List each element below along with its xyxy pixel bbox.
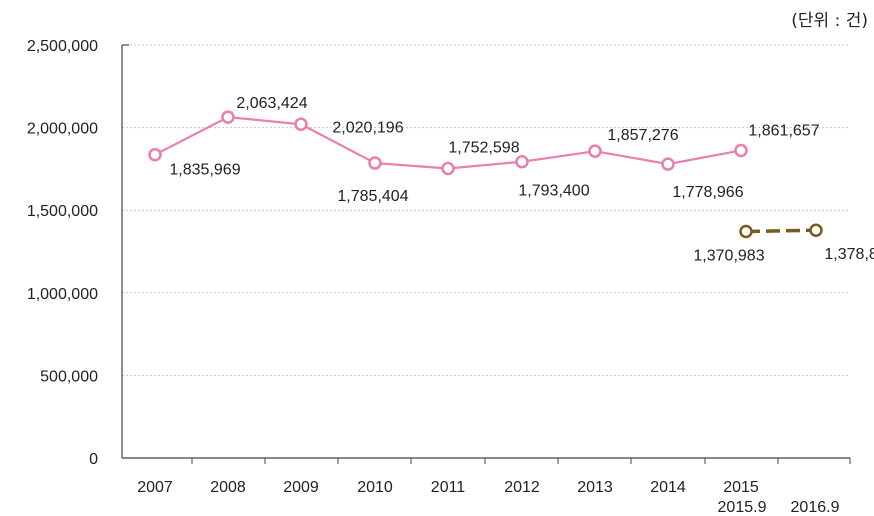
- data-point: [809, 223, 823, 237]
- data-point: [515, 154, 529, 169]
- data-label: 1,793,400: [518, 183, 589, 200]
- x-tick-label: 2009: [283, 479, 319, 496]
- x-tick-label: 2008: [210, 479, 246, 496]
- data-label: 1,861,657: [748, 122, 819, 139]
- grid-lines: [122, 44, 850, 376]
- data-label: 1,857,276: [607, 127, 678, 144]
- unit-label: (단위 : 건): [791, 11, 868, 31]
- y-tick-label: 500,000: [40, 368, 98, 385]
- data-label: 1,835,969: [169, 162, 240, 179]
- data-point: [739, 224, 753, 239]
- y-tick-label: 1,500,000: [27, 203, 98, 220]
- data-point: [221, 110, 235, 124]
- x-tick-label: 2015.9: [718, 499, 767, 516]
- data-labels: 1,835,969 2,063,424 2,020,196 1,785,404 1,75…: [169, 95, 874, 264]
- x-tick-label: 2010: [357, 479, 393, 496]
- series-group: [148, 110, 823, 239]
- axes: [121, 44, 851, 464]
- data-label: 2,020,196: [332, 119, 403, 136]
- data-label: 1,778,966: [672, 184, 743, 201]
- y-tick-labels: 0 500,000 1,000,000 1,500,000 2,000,000 2,500…: [27, 38, 98, 468]
- data-point: [148, 147, 162, 162]
- y-tick-label: 1,000,000: [27, 286, 98, 303]
- x-tick-label: 2015: [723, 479, 759, 496]
- data-label: 1,378,800: [824, 246, 874, 263]
- x-tick-label: 2012: [504, 479, 540, 496]
- data-point: [368, 156, 382, 170]
- data-point: [588, 144, 602, 158]
- data-label: 1,370,983: [693, 248, 764, 265]
- y-tick-label: 2,500,000: [27, 38, 98, 55]
- data-label: 1,785,404: [337, 188, 408, 205]
- x-tick-label: 2013: [577, 479, 613, 496]
- x-tick-labels: 2007 2008 2009 2010 2011 2012 2013 2014 2015 2015…: [137, 479, 839, 516]
- y-tick-label: 0: [89, 451, 98, 468]
- data-label: 2,063,424: [236, 95, 307, 112]
- x-tick-label: 2007: [137, 479, 173, 496]
- x-tick-label: 2016.9: [791, 499, 840, 516]
- data-point: [294, 117, 308, 132]
- data-point: [734, 143, 748, 158]
- y-tick-label: 2,000,000: [27, 121, 98, 138]
- data-point: [441, 161, 455, 176]
- series-line: [745, 228, 817, 234]
- x-tick-label: 2011: [431, 479, 466, 496]
- x-tick-label: 2014: [650, 479, 686, 496]
- data-point: [661, 157, 675, 171]
- data-label: 1,752,598: [448, 139, 519, 156]
